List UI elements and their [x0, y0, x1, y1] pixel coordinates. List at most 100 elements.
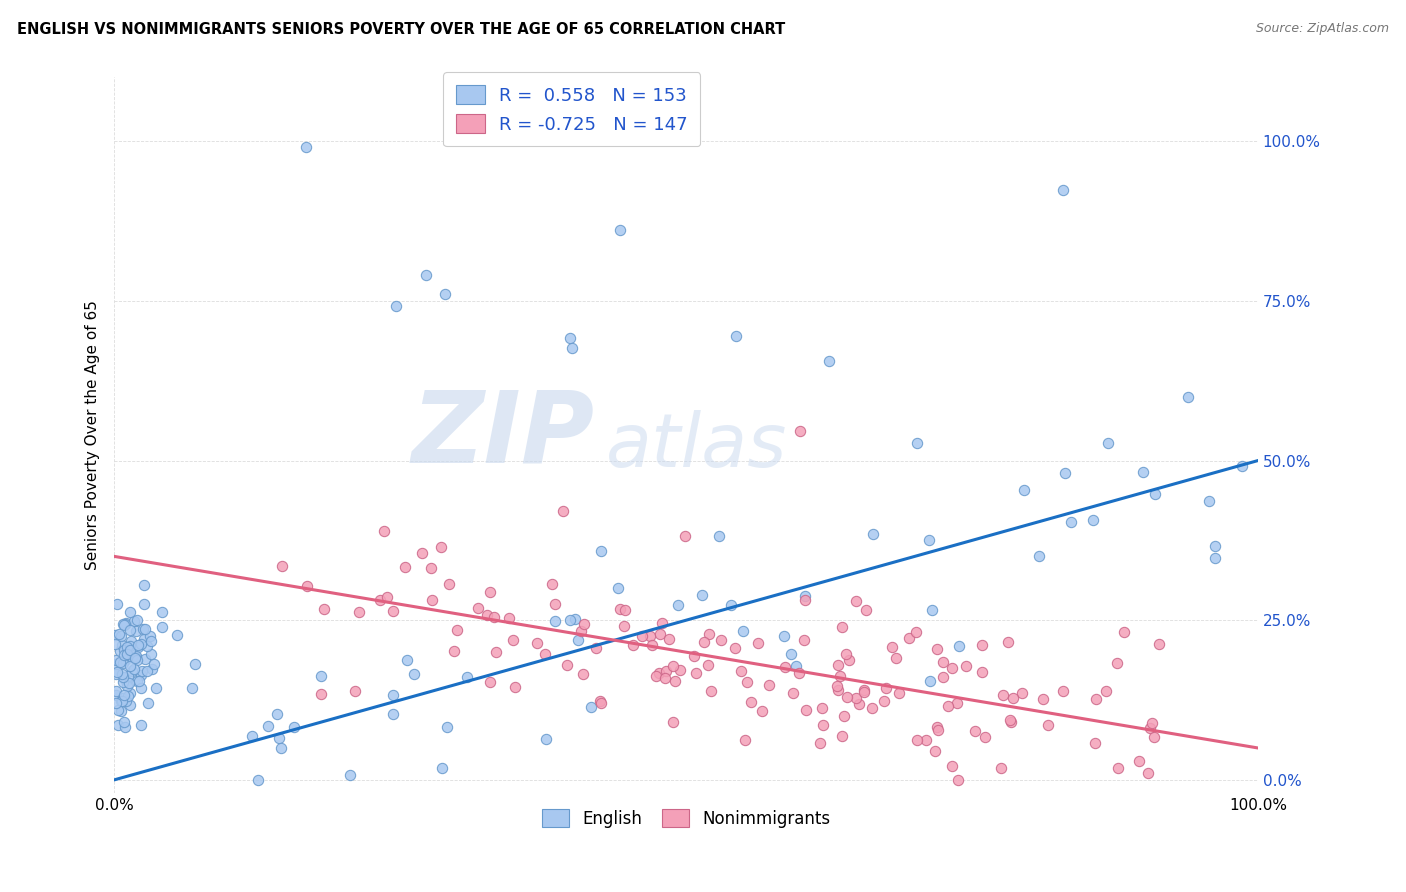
Point	[673, 529, 696, 543]
Point	[482, 610, 505, 624]
Point	[825, 679, 848, 693]
Point	[852, 683, 875, 698]
Point	[115, 615, 138, 630]
Point	[295, 579, 318, 593]
Point	[128, 673, 150, 688]
Point	[924, 743, 946, 757]
Point	[1053, 466, 1076, 480]
Point	[648, 626, 671, 640]
Point	[1084, 691, 1107, 706]
Point	[932, 655, 955, 669]
Point	[115, 679, 138, 693]
Point	[115, 647, 138, 661]
Point	[699, 627, 721, 641]
Point	[295, 140, 318, 154]
Point	[848, 697, 870, 711]
Point	[921, 603, 943, 617]
Point	[927, 723, 949, 737]
Point	[112, 648, 135, 663]
Point	[1230, 458, 1253, 473]
Point	[1012, 483, 1035, 498]
Point	[654, 664, 676, 678]
Point	[970, 665, 993, 680]
Point	[585, 640, 607, 655]
Point	[368, 593, 391, 607]
Point	[526, 636, 548, 650]
Point	[124, 649, 146, 664]
Point	[724, 640, 747, 655]
Point	[180, 681, 202, 695]
Point	[1097, 436, 1119, 450]
Point	[794, 593, 817, 607]
Point	[589, 694, 612, 708]
Point	[751, 704, 773, 718]
Point	[115, 694, 138, 708]
Point	[420, 593, 443, 607]
Point	[122, 662, 145, 676]
Point	[730, 664, 752, 678]
Text: ZIP: ZIP	[412, 386, 595, 483]
Point	[787, 666, 810, 681]
Point	[467, 600, 489, 615]
Text: Source: ZipAtlas.com: Source: ZipAtlas.com	[1256, 22, 1389, 36]
Point	[648, 666, 671, 681]
Point	[240, 729, 263, 743]
Point	[415, 268, 437, 283]
Point	[621, 638, 644, 652]
Point	[152, 620, 174, 634]
Point	[972, 638, 994, 652]
Point	[1095, 683, 1118, 698]
Point	[111, 675, 134, 690]
Point	[121, 664, 143, 678]
Point	[120, 634, 142, 648]
Point	[564, 612, 586, 626]
Point	[747, 636, 769, 650]
Point	[104, 696, 127, 710]
Point	[589, 544, 612, 558]
Point	[112, 656, 135, 670]
Point	[574, 617, 596, 632]
Point	[925, 642, 948, 657]
Point	[571, 666, 593, 681]
Point	[478, 674, 501, 689]
Point	[269, 731, 291, 746]
Point	[1136, 765, 1159, 780]
Point	[905, 733, 928, 747]
Point	[283, 720, 305, 734]
Point	[683, 648, 706, 663]
Point	[115, 640, 138, 654]
Point	[1142, 730, 1164, 744]
Point	[117, 668, 139, 682]
Point	[266, 707, 288, 722]
Point	[104, 657, 127, 671]
Point	[108, 656, 131, 670]
Point	[111, 670, 134, 684]
Point	[121, 649, 143, 664]
Point	[555, 658, 578, 673]
Point	[831, 620, 853, 634]
Point	[104, 637, 127, 651]
Text: ENGLISH VS NONIMMIGRANTS SENIORS POVERTY OVER THE AGE OF 65 CORRELATION CHART: ENGLISH VS NONIMMIGRANTS SENIORS POVERTY…	[17, 22, 785, 37]
Point	[114, 616, 136, 631]
Point	[827, 657, 849, 672]
Point	[120, 698, 142, 713]
Point	[394, 559, 416, 574]
Point	[118, 658, 141, 673]
Point	[139, 633, 162, 648]
Legend: English, Nonimmigrants: English, Nonimmigrants	[536, 803, 837, 834]
Point	[111, 667, 134, 681]
Point	[666, 598, 689, 612]
Point	[373, 524, 395, 538]
Point	[108, 627, 131, 641]
Point	[479, 584, 502, 599]
Point	[946, 697, 969, 711]
Point	[134, 578, 156, 592]
Point	[794, 589, 817, 603]
Point	[904, 625, 927, 640]
Point	[793, 632, 815, 647]
Point	[991, 688, 1014, 702]
Point	[125, 653, 148, 667]
Y-axis label: Seniors Poverty Over the Age of 65: Seniors Poverty Over the Age of 65	[86, 300, 100, 570]
Point	[114, 720, 136, 734]
Point	[456, 670, 478, 684]
